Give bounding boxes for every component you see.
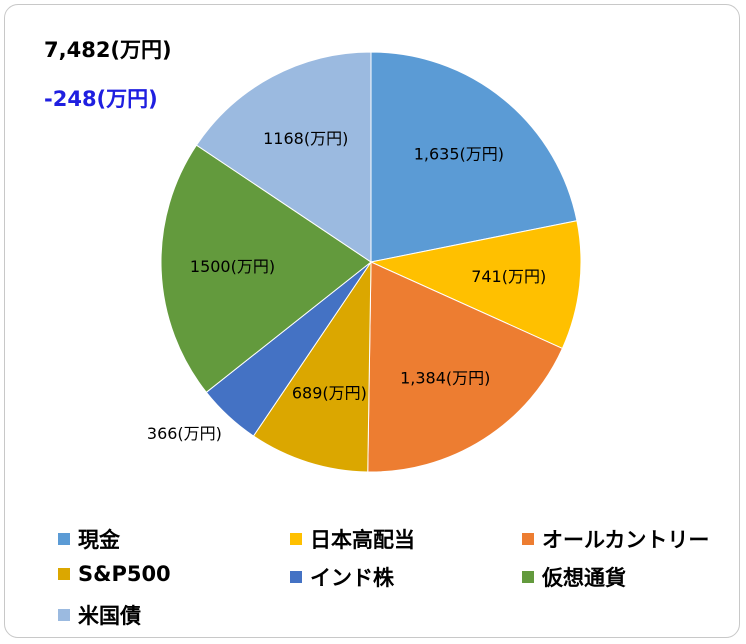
label-cash: 1,635(万円) [414, 144, 504, 163]
slice-all-country [367, 261, 564, 473]
label-us-bonds: 1168(万円) [263, 129, 348, 148]
slice-japan-high-dividend [369, 220, 582, 350]
change-value: -248(万円) [44, 87, 158, 111]
label-sp500: 689(万円) [292, 384, 367, 403]
slice-sp500 [252, 260, 372, 473]
slice-us-bonds [195, 51, 372, 263]
total-value: 7,482(万円) [44, 38, 172, 62]
label-india-stocks: 366(万円) [147, 424, 222, 443]
label-japan-high-dividend: 741(万円) [471, 267, 546, 286]
slice-cash [370, 51, 578, 263]
label-crypto: 1500(万円) [190, 257, 275, 276]
slice-crypto [160, 144, 372, 394]
label-all-country: 1,384(万円) [400, 369, 490, 388]
